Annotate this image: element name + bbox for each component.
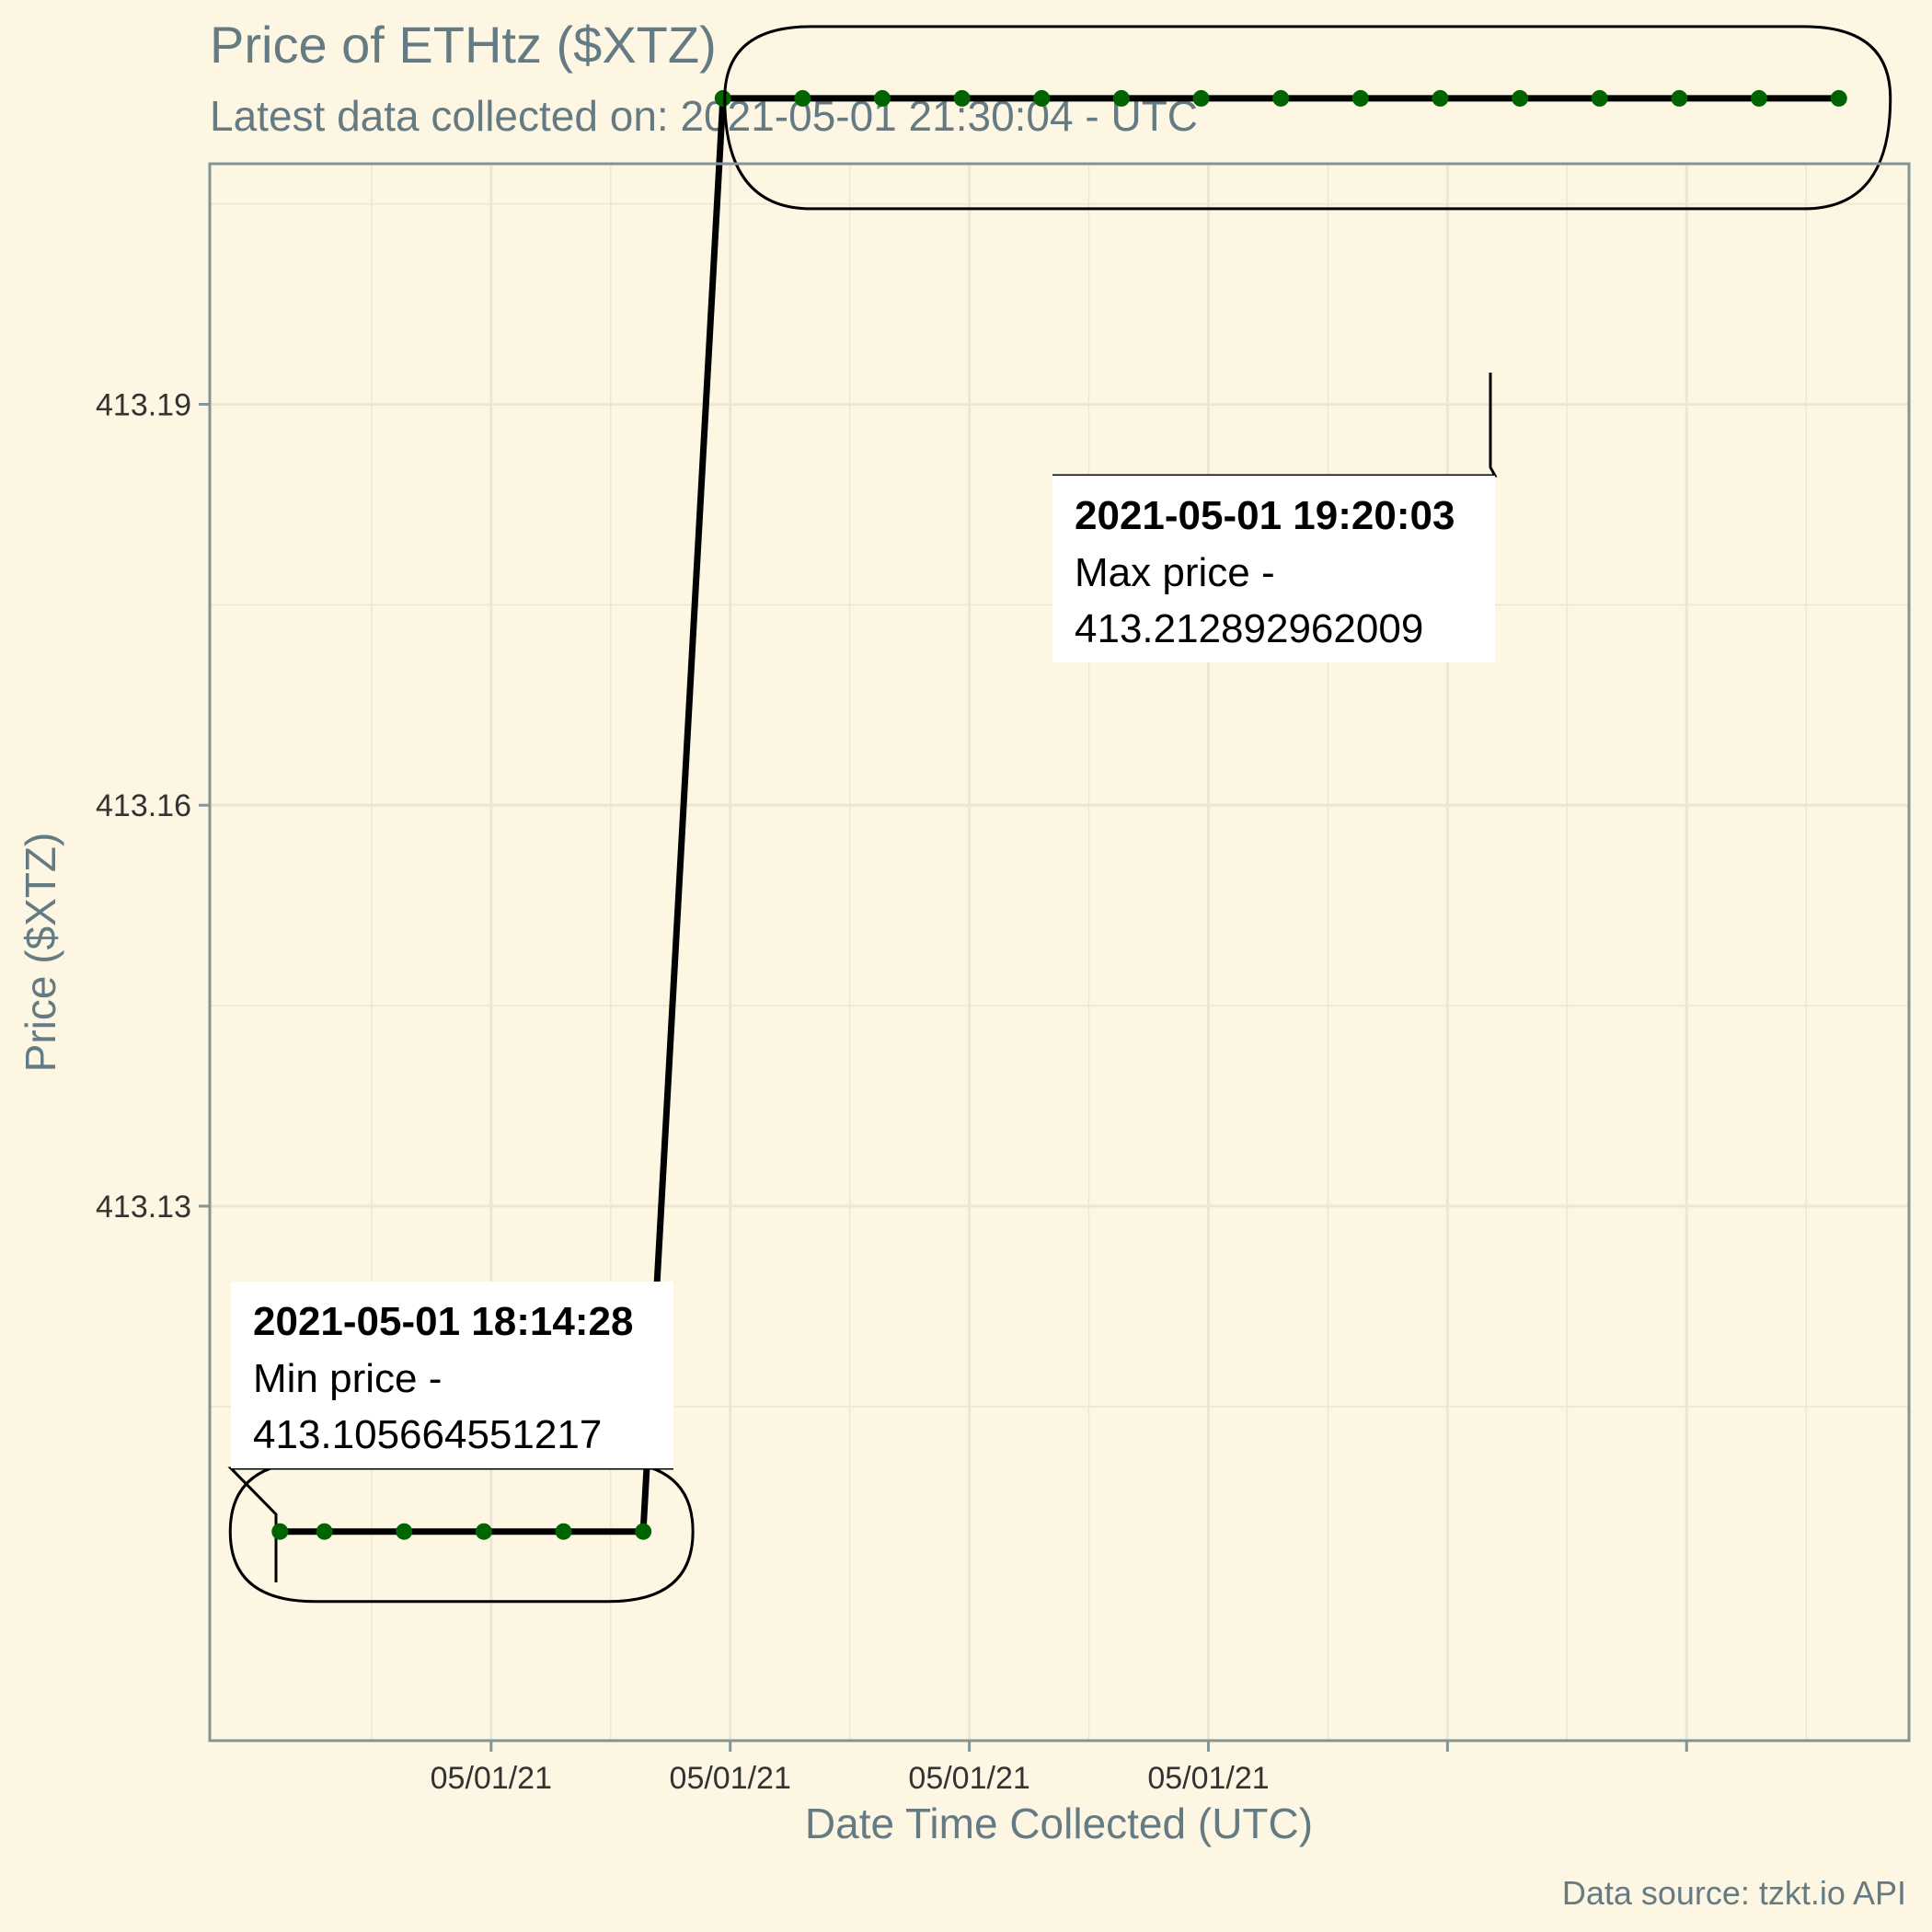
- chart-caption: Data source: tzkt.io API: [1562, 1874, 1906, 1912]
- annotation-ellipses: [228, 25, 1892, 1604]
- data-point: [1750, 89, 1767, 107]
- series-points: [271, 89, 1847, 1540]
- data-point: [555, 1523, 572, 1540]
- max-label-title: Max price -: [1075, 550, 1275, 595]
- min-label-box: [231, 1282, 673, 1468]
- data-point: [1272, 89, 1290, 107]
- chart-title: Price of ETHtz ($XTZ): [210, 16, 717, 74]
- data-point: [475, 1523, 492, 1540]
- max-label-value: 413.212892962009: [1075, 606, 1423, 651]
- plot-panel-border: [208, 162, 1911, 1742]
- data-point: [271, 1523, 289, 1540]
- max-annotation: 2021-05-01 19:20:03 Max price - 413.2128…: [1052, 476, 1495, 662]
- min-annotation: 2021-05-01 18:14:28 Min price - 413.1056…: [231, 1282, 673, 1468]
- x-tick-label: 05/01/21: [431, 1761, 552, 1796]
- y-axis-ticks: 413.13 413.16 413.19: [96, 387, 210, 1225]
- data-point: [635, 1523, 652, 1540]
- data-point: [1671, 89, 1688, 107]
- x-axis-ticks: 05/01/21 05/01/21 05/01/21 05/01/21: [431, 1741, 1688, 1796]
- data-point: [396, 1523, 413, 1540]
- y-tick-label: 413.16: [96, 788, 191, 823]
- data-point: [1512, 89, 1529, 107]
- data-point: [316, 1523, 333, 1540]
- min-ellipse: [228, 1460, 695, 1604]
- max-label-box: [1052, 476, 1495, 662]
- y-tick-label: 413.19: [96, 387, 191, 422]
- y-tick-label: 413.13: [96, 1190, 191, 1225]
- x-tick-label: 05/01/21: [908, 1761, 1029, 1796]
- data-point: [714, 89, 731, 107]
- data-point: [794, 89, 811, 107]
- min-label-time: 2021-05-01 18:14:28: [253, 1299, 633, 1344]
- data-point: [1351, 89, 1369, 107]
- max-ellipse: [723, 25, 1892, 211]
- grid-lines: [210, 164, 1909, 1741]
- x-axis-title: Date Time Collected (UTC): [805, 1800, 1313, 1847]
- min-label-title: Min price -: [253, 1356, 442, 1401]
- data-point: [1192, 89, 1210, 107]
- data-point: [1432, 89, 1449, 107]
- data-point: [874, 89, 891, 107]
- y-axis-title: Price ($XTZ): [17, 833, 64, 1073]
- min-label-value: 413.105664551217: [253, 1412, 602, 1457]
- data-point: [1112, 89, 1130, 107]
- data-point: [953, 89, 971, 107]
- max-label-time: 2021-05-01 19:20:03: [1075, 493, 1455, 538]
- x-tick-label: 05/01/21: [1147, 1761, 1269, 1796]
- x-tick-label: 05/01/21: [670, 1761, 791, 1796]
- data-point: [1033, 89, 1051, 107]
- data-point: [1591, 89, 1608, 107]
